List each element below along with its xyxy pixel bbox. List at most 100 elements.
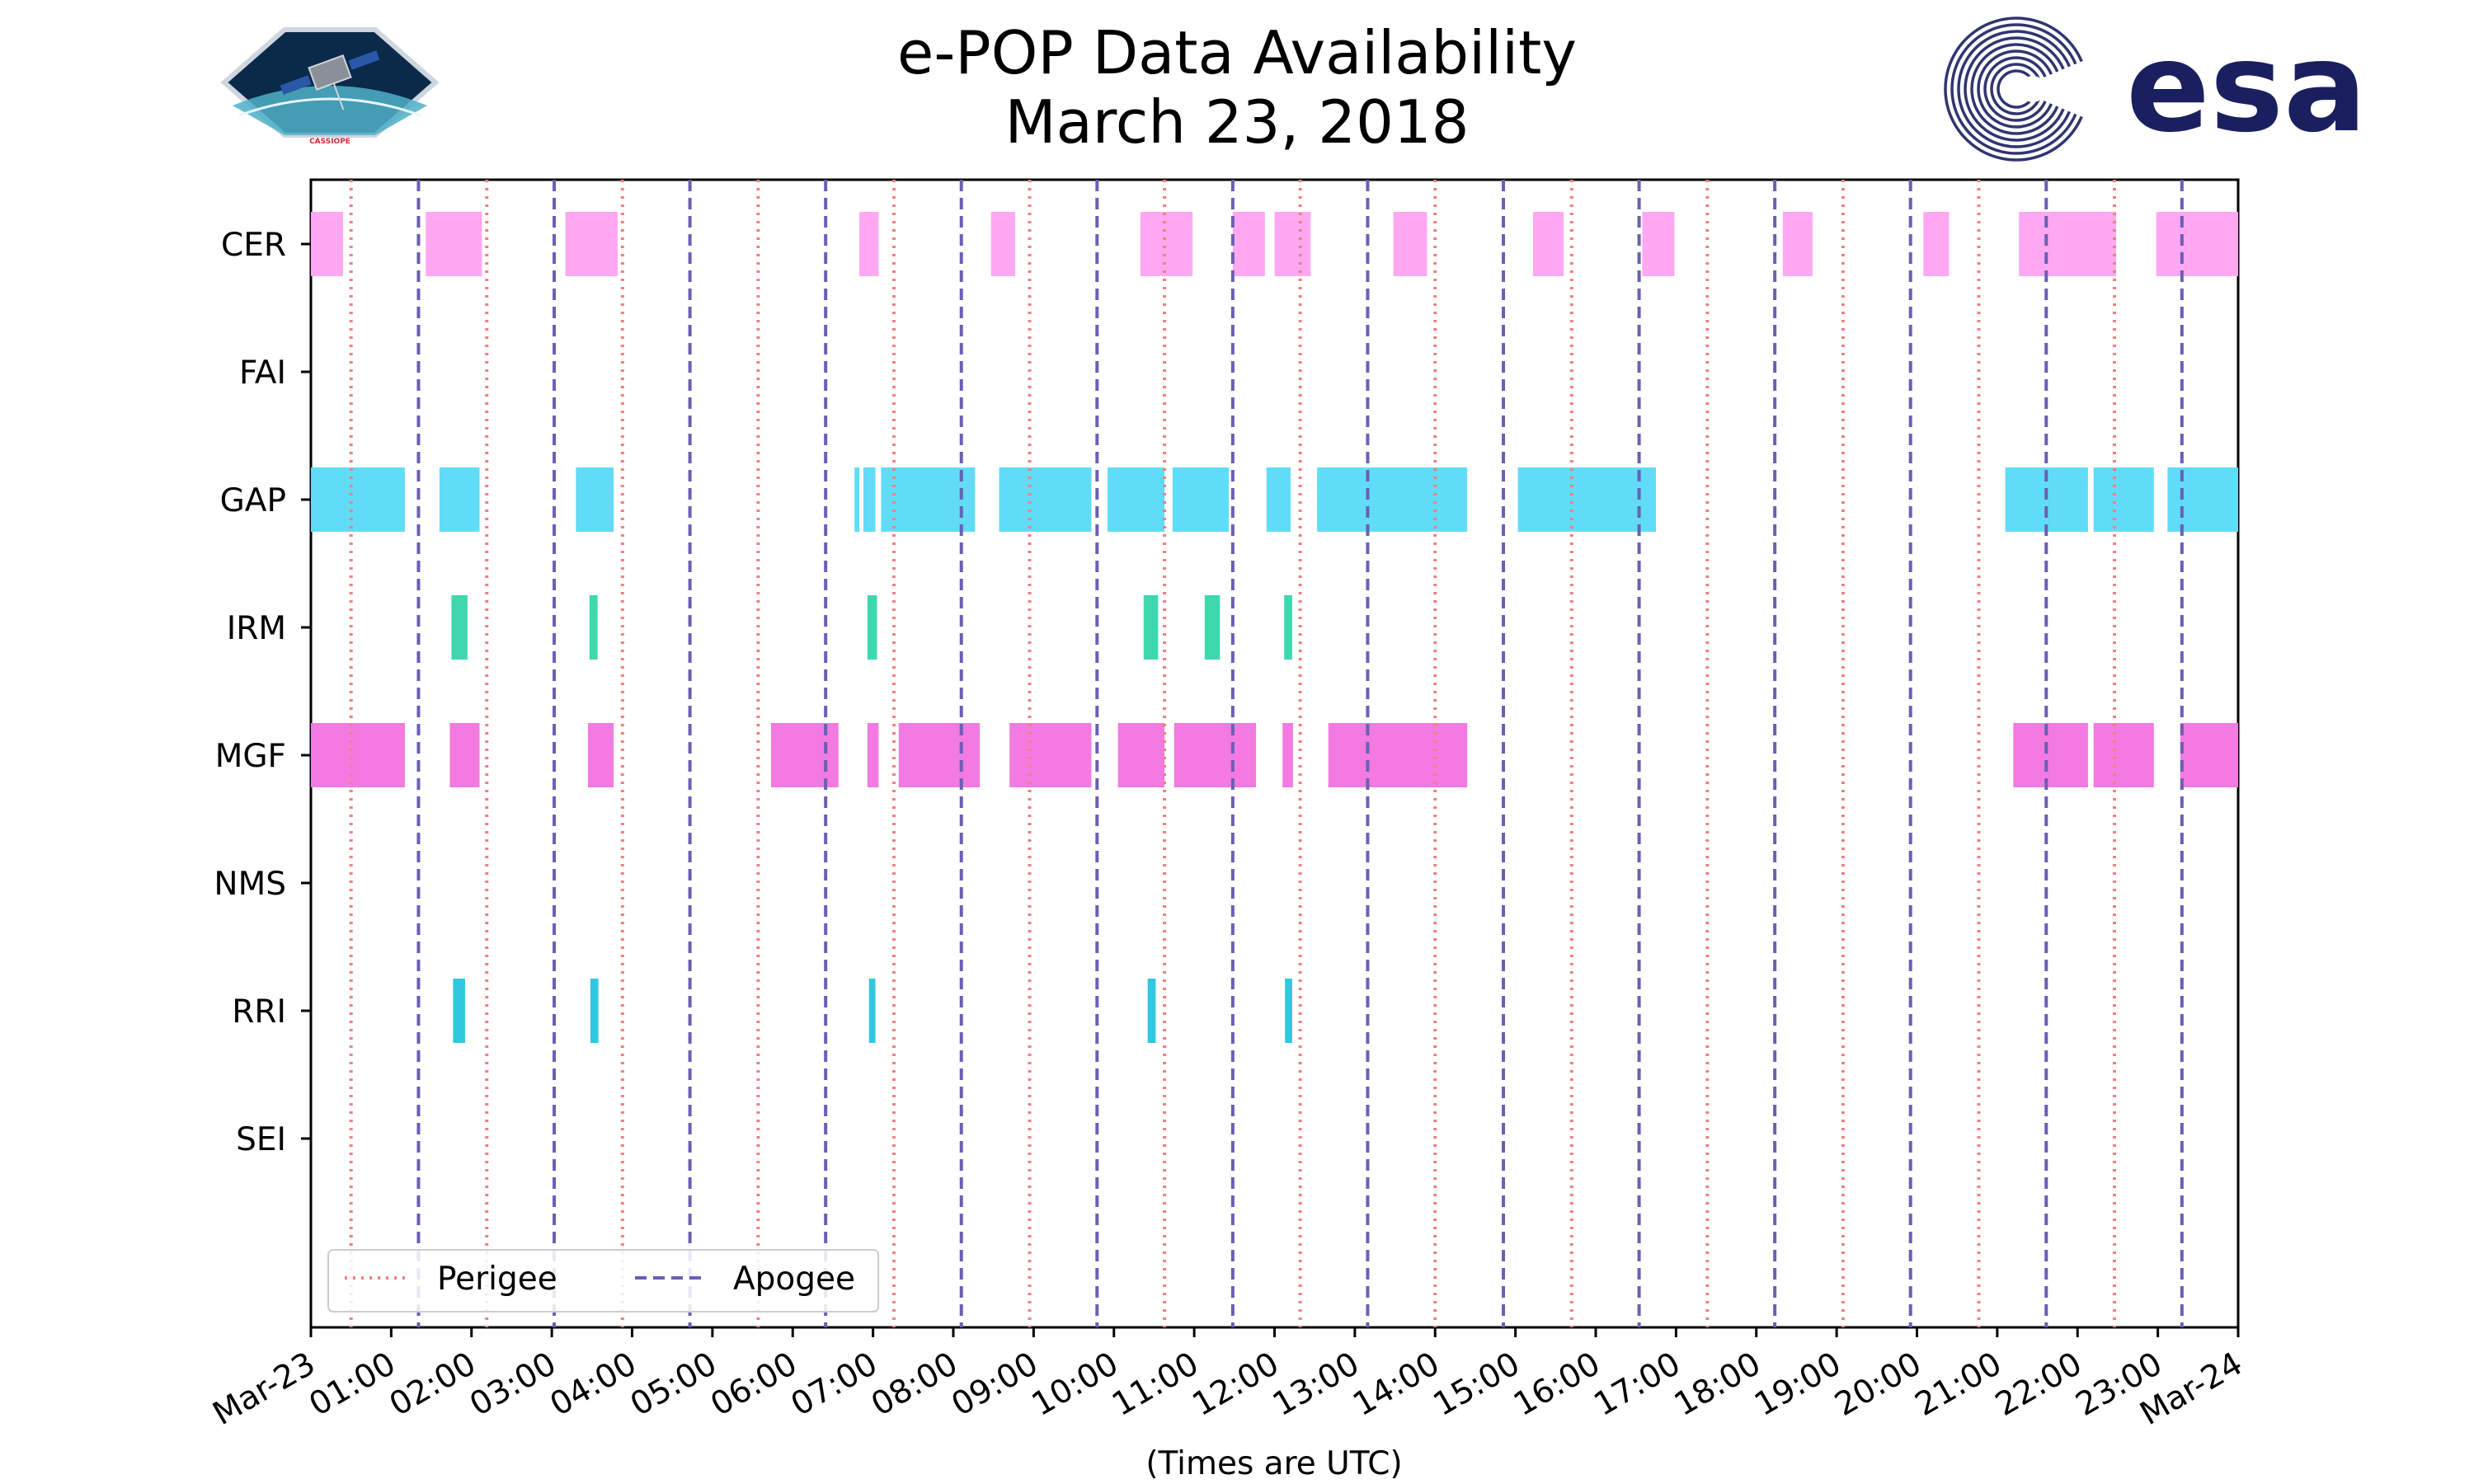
x-tick-label: 07:00 — [785, 1345, 884, 1424]
x-tick-label: 03:00 — [463, 1345, 562, 1424]
bar-cer — [859, 212, 879, 276]
x-tick-label: 18:00 — [1668, 1345, 1767, 1424]
legend-perigee-label: Perigee — [437, 1261, 557, 1298]
bar-cer — [1393, 212, 1427, 276]
title-line-2: March 23, 2018 — [1004, 87, 1470, 157]
esa-swirl-arc — [1957, 30, 2072, 148]
title-line-1: e-POP Data Availability — [897, 18, 1577, 87]
x-tick-label: 13:00 — [1267, 1345, 1366, 1424]
x-tick-label: 10:00 — [1026, 1345, 1125, 1424]
x-tick-label: 12:00 — [1187, 1345, 1286, 1424]
bar-cer — [311, 212, 343, 276]
bar-gap — [2167, 467, 2238, 532]
bar-mgf — [2013, 723, 2088, 787]
bar-gap — [1517, 467, 1657, 532]
y-tick-label-fai: FAI — [239, 355, 286, 392]
bar-rri — [1285, 979, 1292, 1043]
bar-cer — [1232, 212, 1265, 276]
x-tick-label: Mar-23 — [207, 1345, 322, 1433]
x-tick-label: 17:00 — [1588, 1345, 1687, 1424]
legend-box — [327, 1249, 879, 1313]
x-tick-label: 01:00 — [303, 1345, 402, 1424]
bar-mgf — [2180, 723, 2238, 787]
legend: Perigee Apogee — [327, 1249, 879, 1313]
bar-cer — [990, 212, 1015, 276]
x-axis: Mar-2301:0002:0003:0004:0005:0006:0007:0… — [207, 1327, 2249, 1433]
bar-gap — [1317, 467, 1468, 532]
x-tick-label: 05:00 — [624, 1345, 723, 1424]
bar-mgf — [1282, 723, 1293, 787]
bar-irm — [451, 595, 468, 660]
x-tick-label: 02:00 — [383, 1345, 482, 1424]
orbit-event-lines — [349, 180, 2184, 1327]
bar-irm — [589, 595, 598, 660]
bar-gap — [1172, 467, 1229, 532]
x-tick-label: 21:00 — [1909, 1345, 2008, 1424]
chart-title: e-POP Data Availability March 23, 2018 — [0, 18, 2474, 157]
bar-cer — [1140, 212, 1193, 276]
esa-swirl-arc — [1983, 56, 2047, 122]
x-tick-label: 22:00 — [1989, 1345, 2088, 1424]
bar-gap — [999, 467, 1092, 532]
y-axis: CER FAI GAP IRM MGF NMS RRI SEI — [214, 227, 311, 1158]
bar-cer — [2019, 212, 2116, 276]
esa-logo: esa — [1944, 16, 2367, 162]
bar-cer — [1923, 212, 1950, 276]
bar-mgf — [1117, 723, 1165, 787]
esa-swirl-arc — [1970, 43, 2059, 135]
bar-cer — [1782, 212, 1813, 276]
x-tick-label: 16:00 — [1507, 1345, 1606, 1424]
badge-text: CASSIOPE — [309, 138, 350, 146]
esa-swirl-arc — [1944, 16, 2083, 162]
plot-area — [309, 178, 2240, 1329]
esa-swirl-arc — [1997, 69, 2034, 109]
bar-gap — [1107, 467, 1165, 532]
bar-gap — [854, 467, 860, 532]
legend-apogee-label: Apogee — [733, 1261, 855, 1298]
bar-rri — [868, 979, 876, 1043]
bar-mgf — [311, 723, 405, 787]
bar-irm — [1284, 595, 1292, 660]
esa-swirl-arc — [1990, 63, 2041, 115]
bar-gap — [1266, 467, 1291, 532]
bar-cer — [426, 212, 482, 276]
bar-gap — [439, 467, 480, 532]
x-tick-label: 20:00 — [1829, 1345, 1928, 1424]
bar-mgf — [1328, 723, 1468, 787]
esa-swirl-arc — [1977, 49, 2053, 129]
bar-rri — [590, 979, 599, 1043]
bar-gap — [311, 467, 405, 532]
esa-swirl-arc — [1950, 23, 2077, 155]
bar-irm — [1143, 595, 1159, 660]
bar-gap — [2093, 467, 2154, 532]
bar-cer — [1642, 212, 1675, 276]
x-tick-label: 06:00 — [704, 1345, 803, 1424]
data-bars — [311, 212, 2238, 1043]
x-tick-label: 15:00 — [1427, 1345, 1526, 1424]
bar-gap — [881, 467, 976, 532]
x-tick-label: 04:00 — [544, 1345, 643, 1424]
bar-gap — [576, 467, 614, 532]
y-tick-label-nms: NMS — [214, 866, 286, 903]
bar-cer — [565, 212, 618, 276]
y-tick-label-cer: CER — [221, 227, 286, 264]
x-tick-label: 08:00 — [865, 1345, 964, 1424]
bar-mgf — [867, 723, 879, 787]
y-tick-label-mgf: MGF — [215, 738, 286, 775]
bar-cer — [1274, 212, 1311, 276]
x-tick-label: 14:00 — [1347, 1345, 1446, 1424]
bar-mgf — [1009, 723, 1092, 787]
x-tick-label: 11:00 — [1106, 1345, 1205, 1424]
esa-swirl-icon — [1944, 16, 2083, 162]
x-tick-label: 09:00 — [946, 1345, 1045, 1424]
bar-gap — [863, 467, 876, 532]
bar-cer — [1533, 212, 1564, 276]
bar-rri — [1147, 979, 1156, 1043]
x-tick-label: 19:00 — [1748, 1345, 1847, 1424]
bar-irm — [867, 595, 877, 660]
y-tick-label-rri: RRI — [232, 993, 286, 1031]
cassiope-mission-logo: CASSIOPE — [220, 27, 440, 146]
bar-mgf — [587, 723, 614, 787]
esa-swirl-dot — [2020, 76, 2046, 102]
